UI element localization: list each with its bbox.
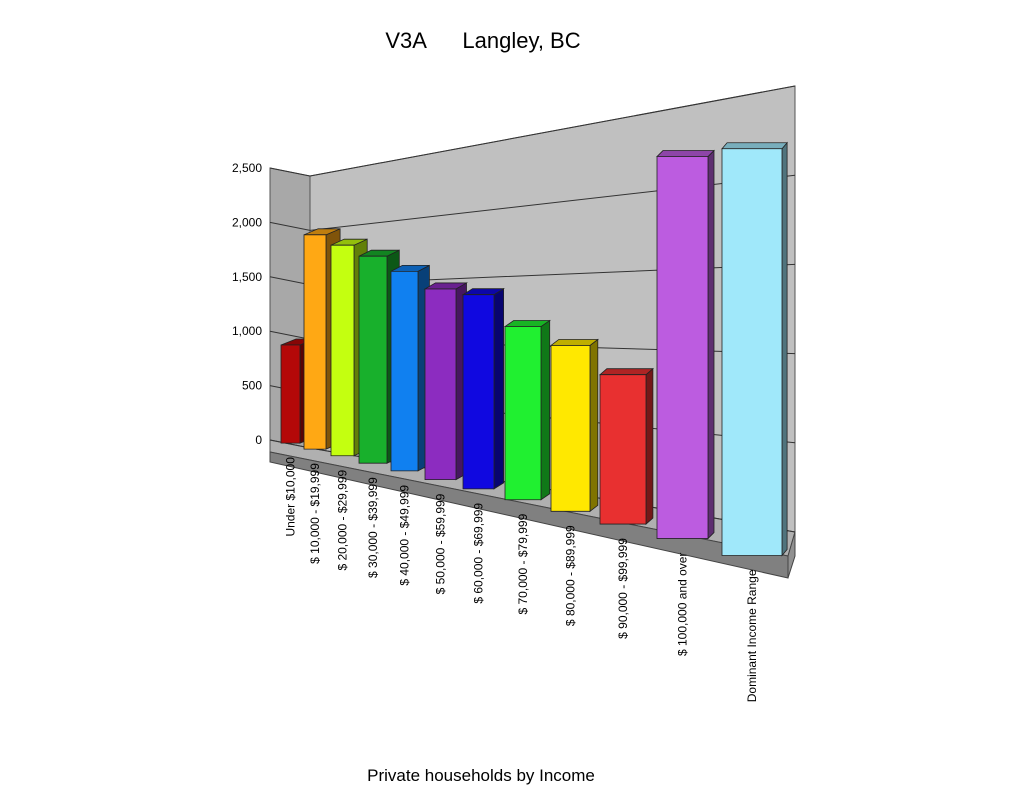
x-tick-label: $ 70,000 - $79,999 xyxy=(516,513,530,614)
bar xyxy=(423,282,469,481)
x-tick-label: $ 40,000 - $49,999 xyxy=(398,485,412,586)
x-tick-label: $ 10,000 - $19,999 xyxy=(308,463,322,564)
x-tick-label: $ 50,000 - $59,999 xyxy=(434,493,448,594)
x-tick-label: $ 90,000 - $99,999 xyxy=(616,538,630,639)
y-tick-label: 1,500 xyxy=(232,270,262,284)
bar-front xyxy=(280,344,301,444)
bar xyxy=(549,338,599,513)
x-tick-label: $ 100,000 and over xyxy=(676,553,690,656)
bar-top xyxy=(503,320,551,327)
bar-top xyxy=(598,368,654,376)
bar-side xyxy=(589,338,599,513)
bar-side xyxy=(707,149,715,540)
bar-front xyxy=(550,345,591,512)
bar xyxy=(598,367,654,525)
bar xyxy=(503,319,551,501)
bar-side xyxy=(781,141,788,557)
grid-line xyxy=(269,85,796,177)
bar-front xyxy=(330,244,355,457)
bar-side xyxy=(493,287,505,490)
x-tick-label: $ 30,000 - $39,999 xyxy=(366,477,380,578)
bar-front xyxy=(390,270,419,472)
bar-front xyxy=(504,326,542,501)
bar-front xyxy=(424,288,457,481)
bar-front xyxy=(303,234,327,450)
x-tick-label: $ 20,000 - $29,999 xyxy=(336,469,350,570)
bar xyxy=(390,264,430,472)
floor-side xyxy=(787,531,796,579)
bar-side xyxy=(645,367,654,525)
y-tick-label: 2,000 xyxy=(232,215,262,229)
chart-title: V3A Langley, BC xyxy=(385,28,580,53)
y-tick-label: 500 xyxy=(242,379,262,393)
bar-top xyxy=(656,150,715,157)
bar xyxy=(656,149,715,540)
bar xyxy=(461,287,505,490)
grid-line xyxy=(269,174,796,231)
x-tick-label: Dominant Income Range xyxy=(745,569,759,702)
bar-front xyxy=(656,156,709,539)
y-tick-label: 0 xyxy=(255,433,262,447)
bar xyxy=(721,141,788,557)
x-tick-label: $ 60,000 - $69,999 xyxy=(472,503,486,604)
x-tick-label: $ 80,000 - $89,999 xyxy=(564,525,578,626)
y-tick-label: 2,500 xyxy=(232,161,262,175)
y-tick-label: 1,000 xyxy=(232,324,262,338)
x-tick-label: Under $10,000 xyxy=(284,457,298,537)
bar-top xyxy=(549,339,599,346)
bar-side xyxy=(540,319,551,501)
bar-front xyxy=(721,148,783,556)
bar-front xyxy=(599,374,647,525)
bar-top xyxy=(721,142,788,150)
bar-front xyxy=(358,255,388,464)
x-axis-title: Private households by Income xyxy=(367,766,595,785)
bar-front xyxy=(462,294,495,490)
